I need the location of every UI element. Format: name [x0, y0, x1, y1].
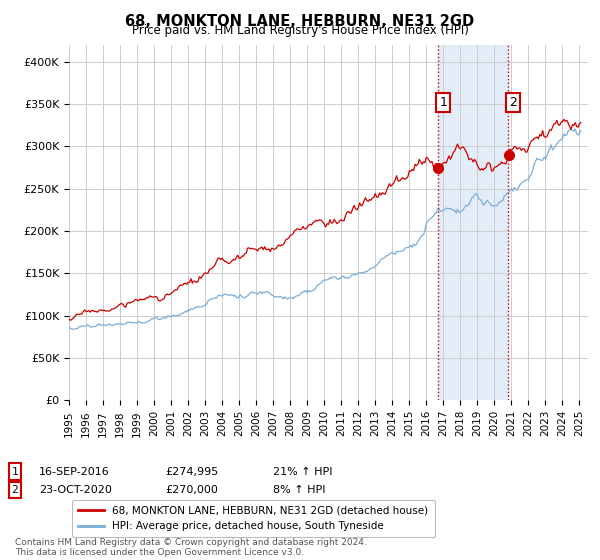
Text: 1: 1 [439, 96, 447, 109]
Bar [439, 45, 508, 400]
Text: 2: 2 [509, 96, 517, 109]
Text: 1: 1 [11, 466, 19, 477]
Text: Contains HM Land Registry data © Crown copyright and database right 2024.
This d: Contains HM Land Registry data © Crown c… [15, 538, 367, 557]
Text: 16-SEP-2016: 16-SEP-2016 [39, 466, 110, 477]
Text: 21% ↑ HPI: 21% ↑ HPI [273, 466, 332, 477]
Text: £274,995: £274,995 [165, 466, 218, 477]
Text: 23-OCT-2020: 23-OCT-2020 [39, 485, 112, 495]
Text: £270,000: £270,000 [165, 485, 218, 495]
Text: Price paid vs. HM Land Registry's House Price Index (HPI): Price paid vs. HM Land Registry's House … [131, 24, 469, 37]
Text: 8% ↑ HPI: 8% ↑ HPI [273, 485, 325, 495]
Text: 68, MONKTON LANE, HEBBURN, NE31 2GD: 68, MONKTON LANE, HEBBURN, NE31 2GD [125, 14, 475, 29]
Text: 2: 2 [11, 485, 19, 495]
Legend: 68, MONKTON LANE, HEBBURN, NE31 2GD (detached house), HPI: Average price, detach: 68, MONKTON LANE, HEBBURN, NE31 2GD (det… [71, 500, 434, 538]
